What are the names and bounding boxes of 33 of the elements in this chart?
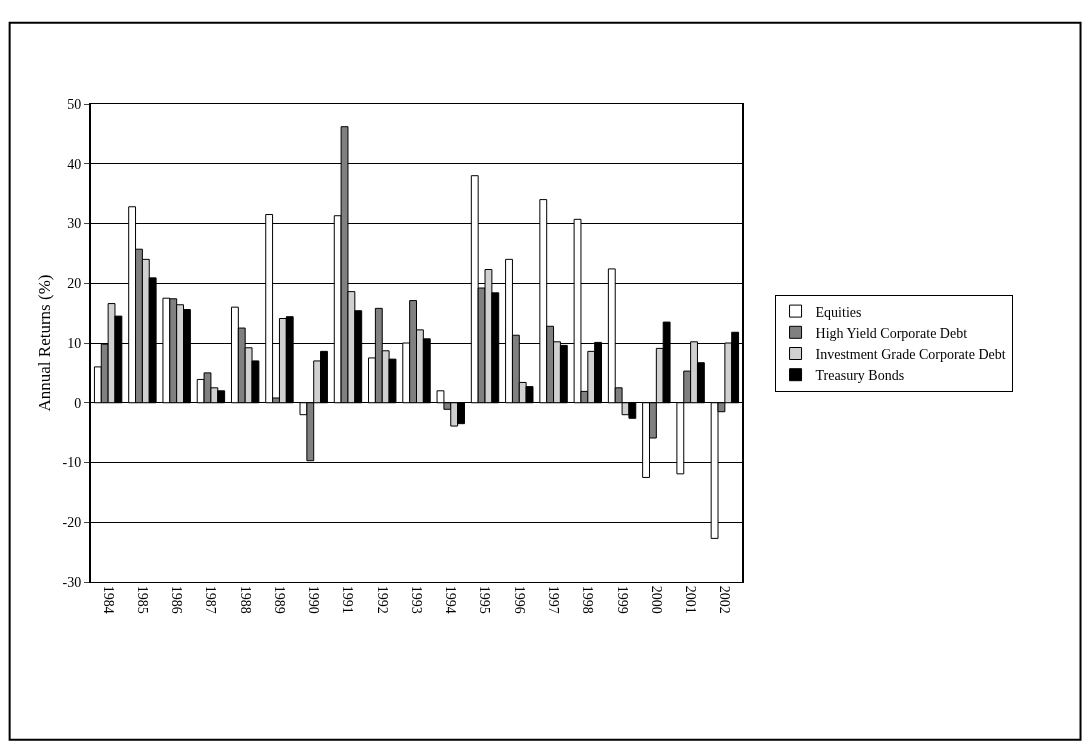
x-tick-label: 1995 bbox=[477, 585, 493, 614]
x-tick-label: 1987 bbox=[203, 585, 219, 614]
legend-label: Investment Grade Corporate Debt bbox=[815, 346, 1006, 362]
x-tick-label: 1990 bbox=[306, 585, 322, 614]
legend-label: Equities bbox=[815, 304, 862, 320]
y-tick-label: 10 bbox=[67, 335, 82, 351]
y-tick-label: -10 bbox=[62, 455, 82, 471]
x-tick-label: 1988 bbox=[237, 585, 253, 614]
x-tick-label: 2000 bbox=[648, 585, 664, 614]
legend-label: Treasury Bonds bbox=[815, 368, 905, 384]
x-tick-label: 2001 bbox=[683, 585, 699, 614]
x-tick-label: 1994 bbox=[443, 585, 459, 614]
x-tick-label: 1998 bbox=[580, 585, 596, 614]
x-tick-label: 1984 bbox=[100, 585, 116, 614]
x-tick-label: 1985 bbox=[134, 585, 150, 614]
y-tick-label: -30 bbox=[62, 574, 82, 590]
y-tick-label: 30 bbox=[67, 216, 82, 232]
x-tick-label: 1992 bbox=[374, 585, 390, 614]
x-tick-label: 1997 bbox=[546, 585, 561, 614]
x-tick-label: 1986 bbox=[169, 585, 185, 614]
x-tick-label: 1993 bbox=[408, 585, 424, 614]
y-tick-label: -20 bbox=[62, 515, 82, 531]
x-tick-label: 2002 bbox=[717, 585, 733, 614]
y-axis-title: Annual Returns (%) bbox=[34, 274, 54, 412]
y-tick-label: 0 bbox=[74, 395, 82, 411]
x-tick-label: 1996 bbox=[511, 585, 527, 614]
x-tick-label: 1991 bbox=[340, 585, 356, 614]
y-tick-label: 50 bbox=[67, 96, 82, 112]
y-tick-label: 40 bbox=[67, 156, 82, 172]
y-tick-label: 20 bbox=[67, 276, 82, 292]
legend-label: High Yield Corporate Debt bbox=[815, 325, 968, 341]
x-tick-label: 1989 bbox=[271, 585, 287, 614]
x-tick-label: 1999 bbox=[614, 585, 630, 614]
